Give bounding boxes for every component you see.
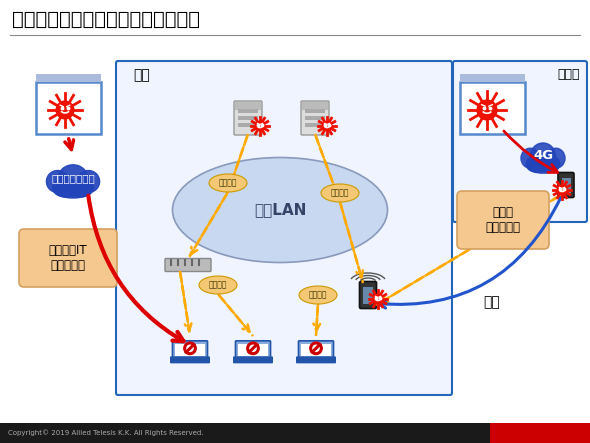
Bar xyxy=(175,344,205,356)
FancyBboxPatch shape xyxy=(234,101,262,135)
Text: 外出時
による感染: 外出時 による感染 xyxy=(486,206,520,234)
Ellipse shape xyxy=(77,171,100,193)
Ellipse shape xyxy=(526,155,548,172)
Ellipse shape xyxy=(209,174,247,192)
Text: インターネット: インターネット xyxy=(51,173,95,183)
Bar xyxy=(460,74,525,82)
Ellipse shape xyxy=(546,148,565,168)
Bar xyxy=(238,344,268,356)
Bar xyxy=(238,116,258,120)
Circle shape xyxy=(255,121,265,131)
Circle shape xyxy=(56,101,74,119)
Ellipse shape xyxy=(67,179,93,197)
Ellipse shape xyxy=(53,179,79,197)
FancyBboxPatch shape xyxy=(116,61,452,395)
Text: 企業LAN: 企業LAN xyxy=(254,202,306,218)
Text: 内部拡散: 内部拡散 xyxy=(219,179,237,187)
Ellipse shape xyxy=(47,171,69,193)
Bar xyxy=(235,102,261,110)
Bar xyxy=(302,102,328,110)
FancyBboxPatch shape xyxy=(558,172,574,198)
Ellipse shape xyxy=(537,155,560,172)
Text: 社内: 社内 xyxy=(133,68,150,82)
FancyBboxPatch shape xyxy=(165,259,211,272)
FancyBboxPatch shape xyxy=(297,357,335,363)
FancyBboxPatch shape xyxy=(299,341,333,359)
Text: 外出時: 外出時 xyxy=(558,68,580,81)
Text: 内部拡散: 内部拡散 xyxy=(309,291,327,299)
FancyBboxPatch shape xyxy=(234,357,273,363)
Bar xyxy=(305,116,325,120)
FancyBboxPatch shape xyxy=(35,82,100,134)
Ellipse shape xyxy=(321,184,359,202)
FancyBboxPatch shape xyxy=(359,281,376,308)
Text: シャドーIT
による感染: シャドーIT による感染 xyxy=(49,244,87,272)
Circle shape xyxy=(322,121,332,131)
FancyBboxPatch shape xyxy=(453,61,587,222)
FancyBboxPatch shape xyxy=(457,191,549,249)
Bar xyxy=(35,74,100,82)
Ellipse shape xyxy=(527,159,559,173)
Bar xyxy=(238,109,258,113)
Text: 4G: 4G xyxy=(533,148,553,162)
FancyBboxPatch shape xyxy=(460,82,525,134)
Bar xyxy=(363,287,373,304)
Text: 帰社: 帰社 xyxy=(483,295,500,309)
Bar xyxy=(490,423,590,443)
Circle shape xyxy=(373,294,383,304)
Bar xyxy=(238,123,258,127)
Ellipse shape xyxy=(299,286,337,304)
Text: Copyright© 2019 Allied Telesis K.K. All Rights Reserved.: Copyright© 2019 Allied Telesis K.K. All … xyxy=(8,430,204,436)
Circle shape xyxy=(477,100,497,120)
Text: 社内ネットワークを介した内部拡散: 社内ネットワークを介した内部拡散 xyxy=(12,10,200,29)
FancyBboxPatch shape xyxy=(235,341,271,359)
Bar xyxy=(562,178,571,193)
FancyBboxPatch shape xyxy=(172,341,208,359)
Bar xyxy=(301,344,331,356)
FancyBboxPatch shape xyxy=(19,229,117,287)
Bar xyxy=(305,109,325,113)
Ellipse shape xyxy=(521,148,539,168)
Ellipse shape xyxy=(172,158,388,263)
Ellipse shape xyxy=(531,143,555,167)
FancyBboxPatch shape xyxy=(171,357,209,363)
Text: 内部拡散: 内部拡散 xyxy=(331,189,349,198)
Bar xyxy=(0,423,490,443)
Circle shape xyxy=(558,185,566,194)
Ellipse shape xyxy=(54,183,92,198)
Ellipse shape xyxy=(199,276,237,294)
FancyBboxPatch shape xyxy=(301,101,329,135)
Ellipse shape xyxy=(58,165,88,191)
Text: 内部拡散: 内部拡散 xyxy=(209,280,227,289)
Bar xyxy=(305,123,325,127)
